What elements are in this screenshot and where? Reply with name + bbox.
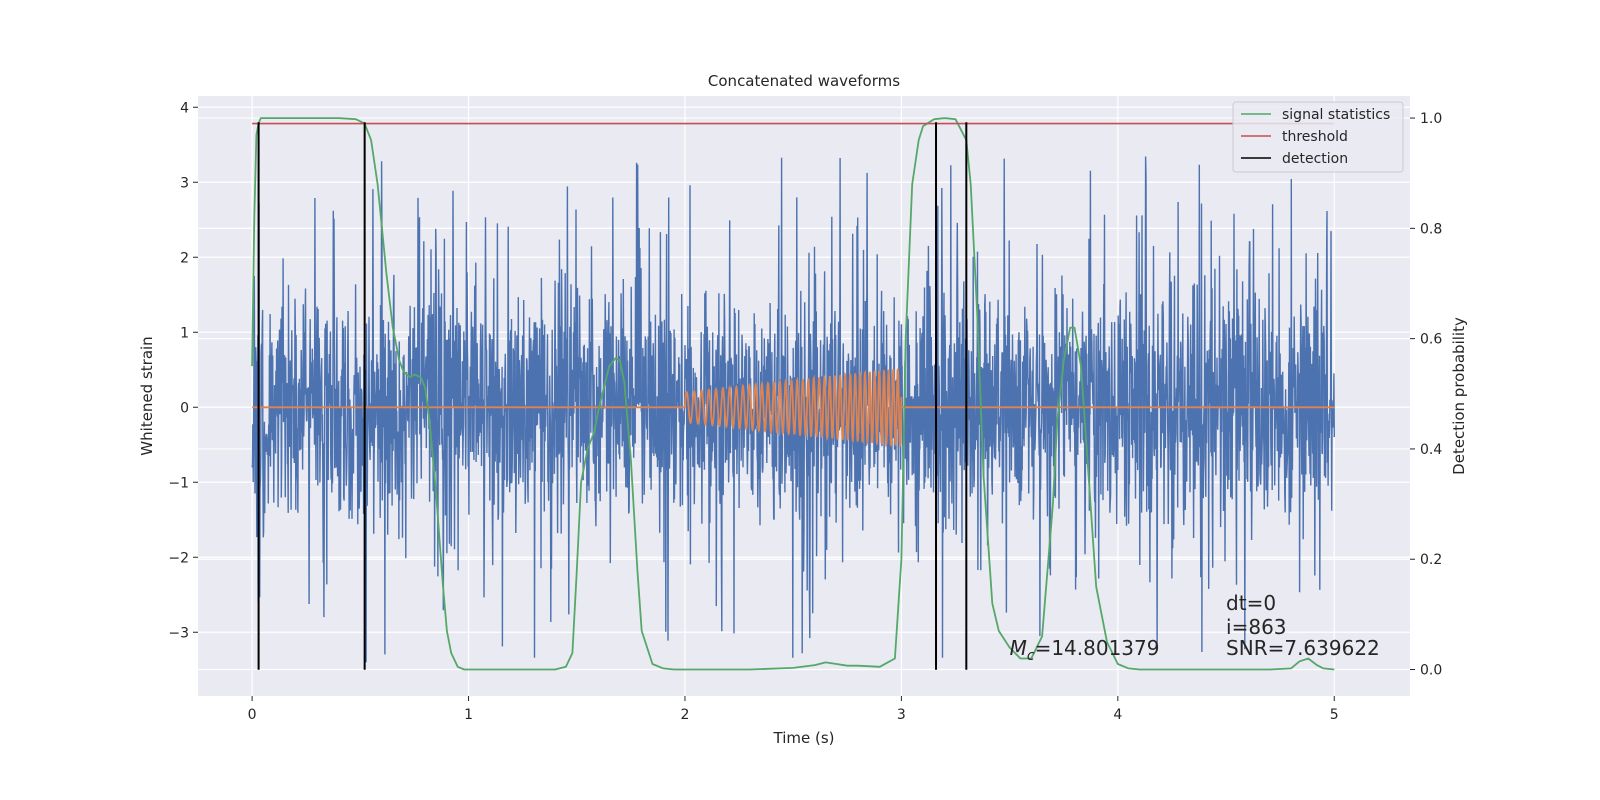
y-left-tick-label-3: 0 xyxy=(180,400,189,416)
legend-label-threshold: threshold xyxy=(1282,129,1348,145)
annotations: dt=0i=863 Mc=14.801379 SNR=7.639622 xyxy=(1010,591,1380,664)
legend-box xyxy=(1232,101,1404,173)
annotation-snr: SNR=7.639622 xyxy=(1226,636,1380,660)
series-injected-waveform xyxy=(252,368,1335,448)
y-left-tick-label-4: 1 xyxy=(180,325,189,341)
x-tick-label-0: 0 xyxy=(248,707,257,723)
x-axis-label: Time (s) xyxy=(773,729,835,747)
y-left-tick-label-6: 3 xyxy=(180,175,189,191)
chart-title: Concatenated waveforms xyxy=(708,72,900,90)
legend-label-signal-statistics: signal statistics xyxy=(1282,107,1390,123)
annotation-i: i=863 xyxy=(1226,615,1287,639)
y-axis-label-left: Whitened strain xyxy=(138,336,156,455)
y-right-tick-label-1: 0.2 xyxy=(1420,552,1442,568)
y-left-tick-label-2: −1 xyxy=(168,475,189,491)
y-left-tick-label-5: 2 xyxy=(180,250,189,266)
y-left-tick-label-1: −2 xyxy=(168,550,189,566)
y-axis-label-right: Detection probability xyxy=(1450,317,1468,475)
series-whitened-strain xyxy=(251,156,1335,663)
legend: signal statistics threshold detection xyxy=(1232,101,1404,173)
y-right-tick-label-0: 0.0 xyxy=(1420,663,1442,679)
legend-label-detection: detection xyxy=(1282,151,1348,167)
y-right-tick-label-3: 0.6 xyxy=(1420,332,1442,348)
axes: 0 1 2 3 4 5 −3 −2 −1 0 1 2 3 4 0.0 0.2 0.4 0.6 0.8 1.0 xyxy=(168,100,1442,723)
x-tick-label-1: 1 xyxy=(464,707,473,723)
y-right-tick-label-5: 1.0 xyxy=(1420,111,1442,127)
annotation-mc: Mc=14.801379 xyxy=(1010,636,1160,664)
x-tick-label-5: 5 xyxy=(1330,707,1339,723)
y-right-tick-label-4: 0.8 xyxy=(1420,221,1442,237)
plot-area xyxy=(251,117,1335,671)
x-tick-label-3: 3 xyxy=(897,707,906,723)
x-tick-label-2: 2 xyxy=(681,707,690,723)
series-signal-statistics xyxy=(251,117,1335,671)
y-right-tick-label-2: 0.4 xyxy=(1420,442,1442,458)
y-left-tick-label-0: −3 xyxy=(168,625,189,641)
y-left-tick-label-7: 4 xyxy=(180,100,189,116)
x-tick-label-4: 4 xyxy=(1113,707,1122,723)
annotation-dt: dt=0 xyxy=(1226,591,1276,615)
